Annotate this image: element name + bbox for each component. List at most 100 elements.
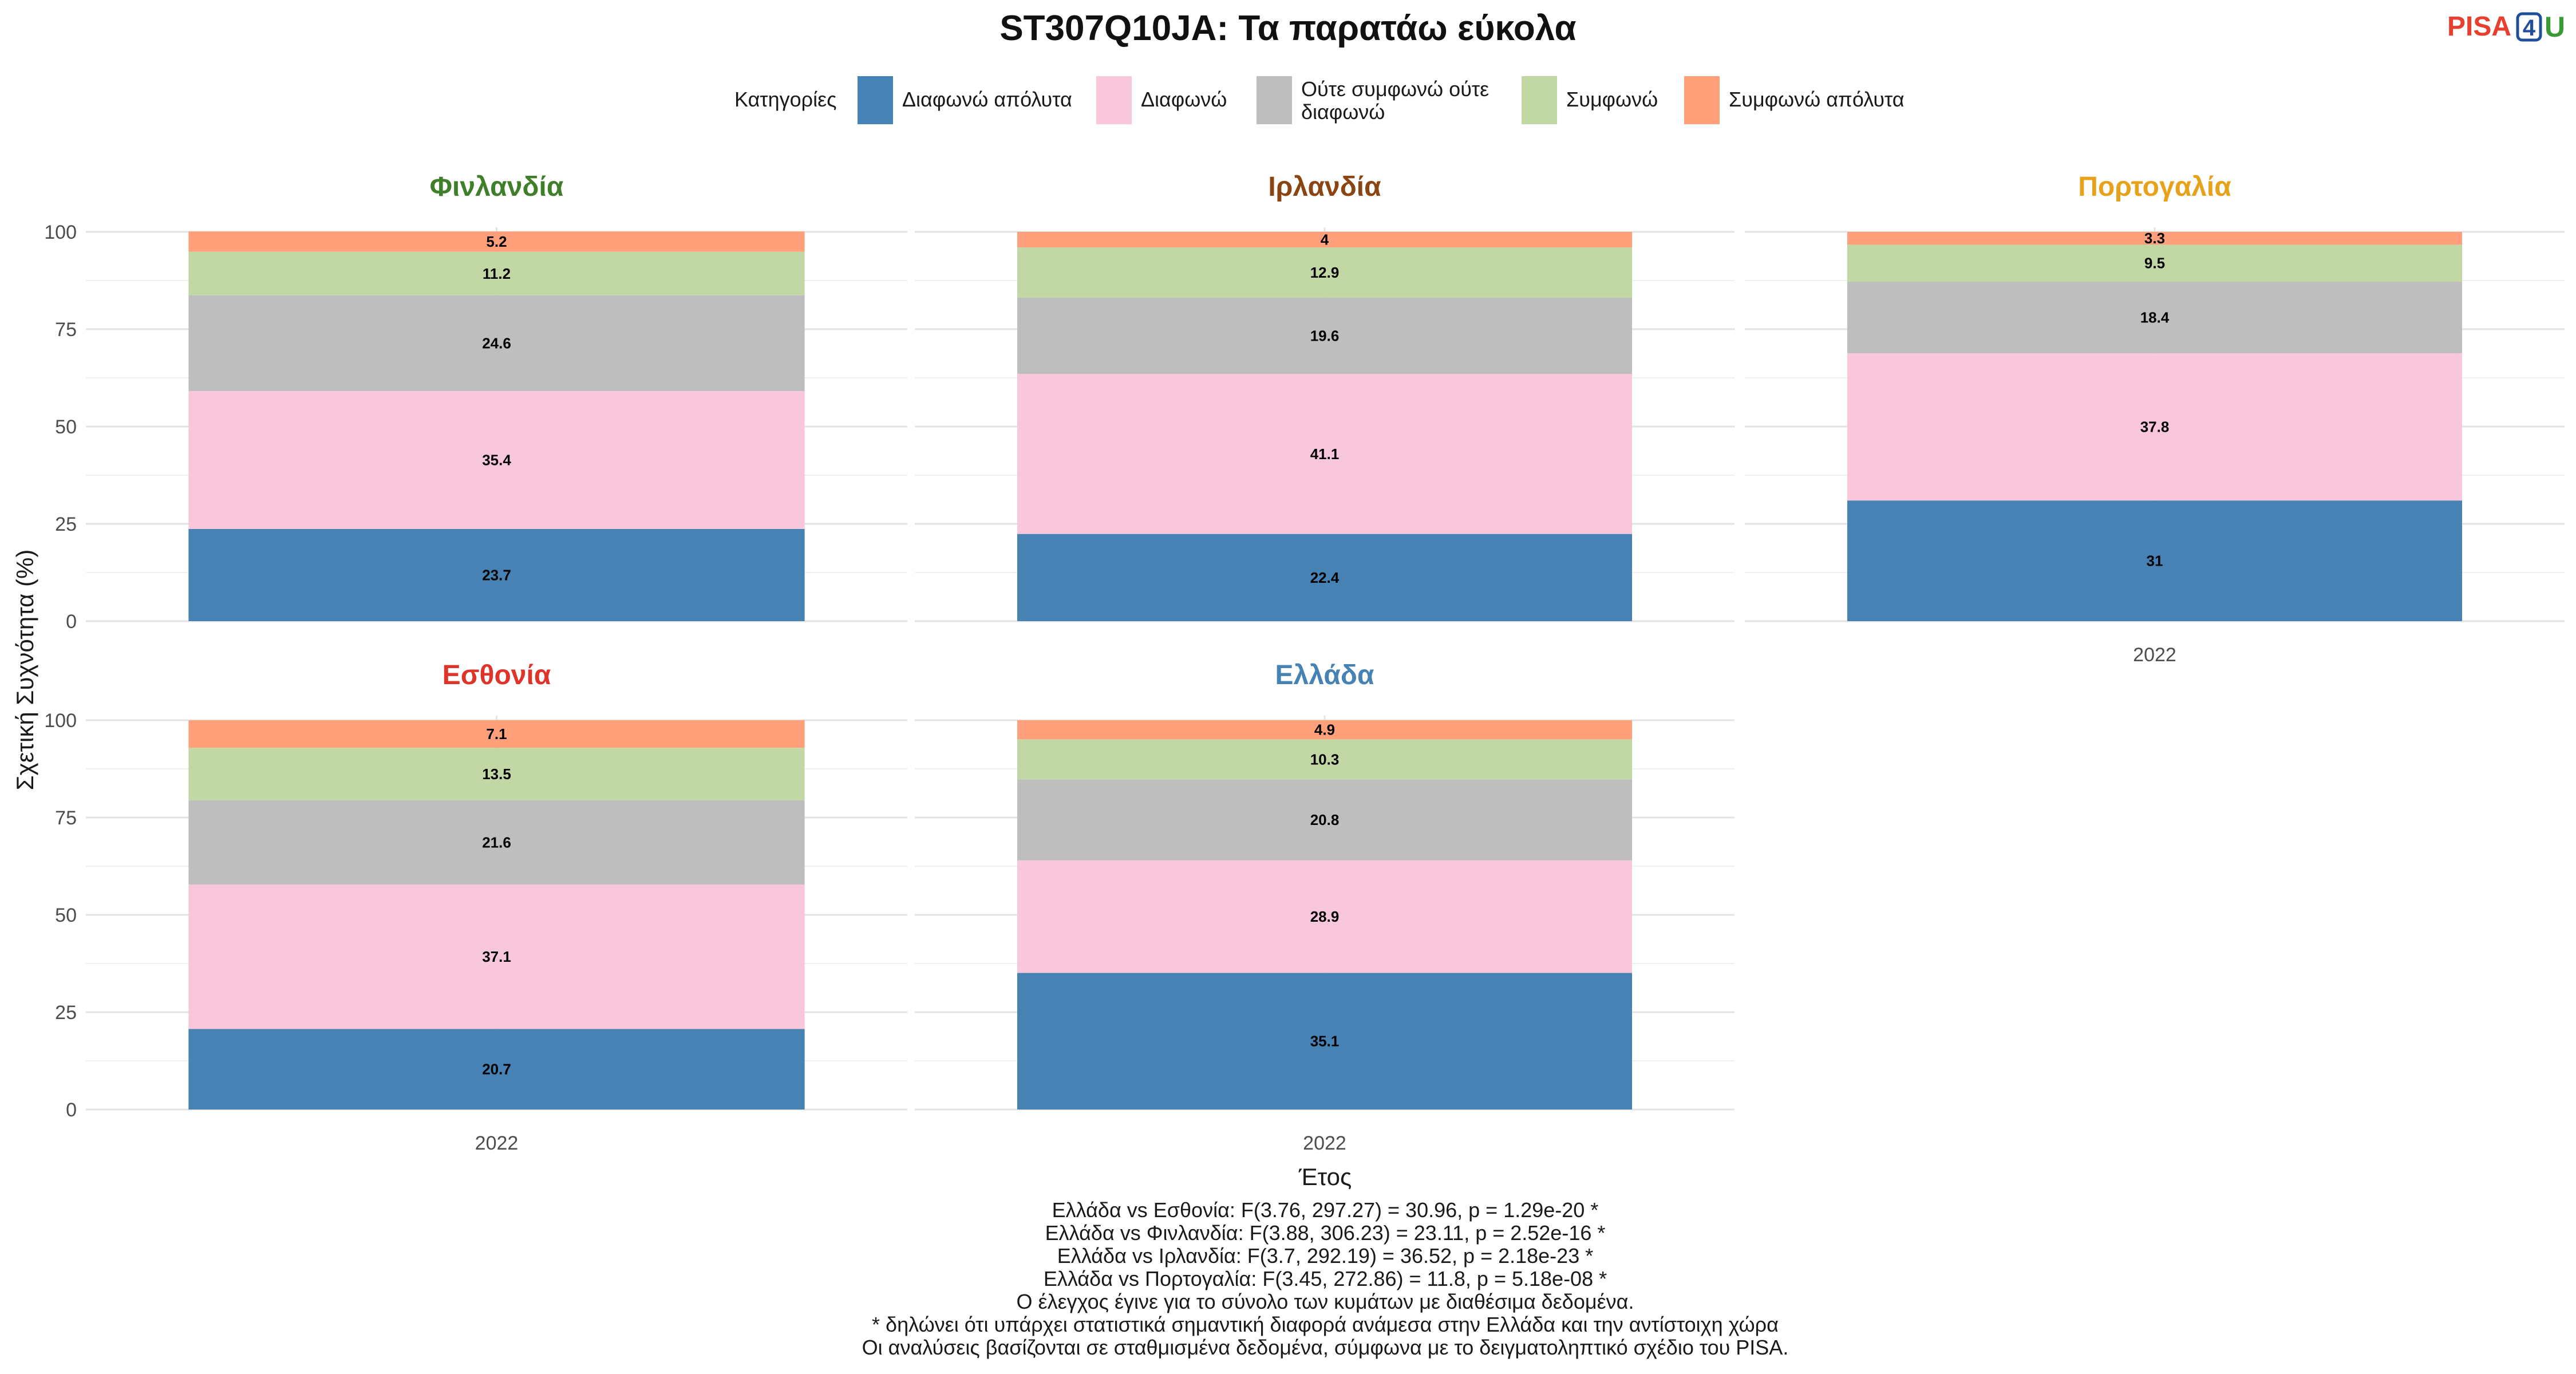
bar-value-label: 41.1 [1310, 445, 1340, 463]
note-line-7: Οι αναλύσεις βασίζονται σε σταθμισμένα δ… [862, 1336, 1789, 1359]
y-tick-label: 0 [66, 611, 77, 633]
bar-segment-5 [1017, 232, 1632, 248]
bar-value-label: 35.4 [482, 451, 511, 468]
panel-title-4: Εσθονία [442, 660, 551, 690]
logo-text-u: U [2545, 11, 2565, 43]
bar-segment-1 [1847, 500, 2462, 621]
logo-text-pisa: PISA [2447, 11, 2511, 42]
bar-value-label: 3.3 [2144, 230, 2165, 247]
logo-box [2516, 12, 2542, 42]
bar-value-label: 22.4 [1310, 569, 1340, 586]
bar-segment-1 [188, 528, 805, 621]
x-tick-label: 2022 [1303, 1132, 1346, 1154]
panel-title-5: Ελλάδα [1275, 660, 1374, 690]
panel-title-2: Ιρλανδία [1268, 172, 1381, 202]
y-tick-label: 25 [55, 1002, 77, 1024]
x-axis-title: Έτος [1298, 1163, 1352, 1190]
bar-value-label: 28.9 [1310, 908, 1340, 925]
pisa4u-logo: PISA 4 U [2447, 11, 2565, 43]
panel-2: Ιρλανδία 22.4 41.1 19.6 12.9 4 [915, 172, 1735, 622]
note-line-2: Ελλάδα vs Φινλανδία: F(3.88, 306.23) = 2… [1045, 1221, 1606, 1245]
note-line-1: Ελλάδα vs Εσθονία: F(3.76, 297.27) = 30.… [1052, 1198, 1599, 1222]
bar-segment-4 [188, 748, 805, 801]
bar-segment-3 [188, 295, 805, 392]
bar-segment-1 [188, 1029, 805, 1110]
y-axis-title: Σχετική Συχνότητα (%) [11, 550, 38, 791]
bar-segment-2 [188, 391, 805, 529]
bar-segment-2 [188, 884, 805, 1029]
bar-value-label: 12.9 [1310, 264, 1340, 281]
x-tick-label: 2022 [475, 1132, 519, 1154]
y-tick-label: 100 [44, 222, 77, 243]
bar-segment-2 [1847, 353, 2462, 501]
bar-segment-1 [1017, 973, 1632, 1110]
bar-value-label: 20.7 [482, 1061, 511, 1078]
legend-label-3-line2: διαφωνώ [1301, 100, 1385, 124]
legend-swatch-3 [1257, 76, 1292, 124]
bar-value-label: 37.8 [2140, 418, 2170, 436]
legend-title: Κατηγορίες [734, 88, 837, 111]
bar-value-label: 13.5 [482, 765, 511, 783]
bar-value-label: 10.3 [1310, 751, 1340, 768]
note-line-5: Ο έλεγχος έγινε για το σύνολο των κυμάτω… [1017, 1290, 1634, 1313]
legend-label-5: Συμφωνώ απόλυτα [1729, 88, 1905, 111]
note-line-3: Ελλάδα vs Ιρλανδία: F(3.7, 292.19) = 36.… [1057, 1244, 1593, 1268]
bar-segment-3 [1017, 779, 1632, 860]
bar-segment-5 [188, 231, 805, 252]
chart-panels: Φινλανδία 0 25 50 75 100 23.7 35.4 24.6 11.2 5.2 Ιρ… [44, 172, 2565, 1154]
panel-4: Εσθονία 0 25 50 75 100 2022 20.7 37.1 21.6 13.5 7.1 [44, 660, 907, 1154]
bar-segment-2 [1017, 860, 1632, 973]
bar-value-label: 21.6 [482, 834, 511, 851]
bar-value-label: 4 [1321, 231, 1329, 248]
bar-segment-2 [1017, 374, 1632, 534]
note-line-6: * δηλώνει ότι υπάρχει στατιστικά σημαντι… [872, 1313, 1779, 1336]
legend-label-4: Συμφωνώ [1566, 88, 1658, 111]
legend-label-2: Διαφωνώ [1141, 88, 1227, 111]
statistical-notes: Ελλάδα vs Εσθονία: F(3.76, 297.27) = 30.… [862, 1198, 1789, 1359]
panel-title-3: Πορτογαλία [2078, 172, 2231, 202]
x-tick-label: 2022 [2133, 644, 2176, 666]
legend-label-1: Διαφωνώ απόλυτα [902, 88, 1072, 111]
bar-value-label: 24.6 [482, 334, 511, 352]
legend-label-3-line1: Ούτε συμφωνώ ούτε [1301, 77, 1489, 101]
bar-value-label: 4.9 [1314, 721, 1335, 739]
bar-value-label: 37.1 [482, 948, 511, 965]
bar-value-label: 18.4 [2140, 309, 2170, 326]
bar-value-label: 7.1 [486, 725, 507, 743]
note-line-4: Ελλάδα vs Πορτογαλία: F(3.45, 272.86) = … [1044, 1267, 1607, 1290]
bar-value-label: 11.2 [483, 265, 511, 282]
bar-value-label: 5.2 [486, 233, 507, 250]
panel-3: Πορτογαλία 2022 31 37.8 18.4 9.5 3.3 [1745, 172, 2565, 666]
bar-segment-3 [188, 800, 805, 885]
bar-segment-5 [1847, 232, 2462, 245]
bar-value-label: 20.8 [1310, 811, 1340, 828]
legend-swatch-4 [1522, 76, 1557, 124]
y-tick-label: 0 [66, 1099, 77, 1121]
bar-segment-4 [1017, 739, 1632, 780]
bar-segment-4 [1017, 247, 1632, 298]
bar-value-label: 23.7 [482, 566, 511, 583]
bar-segment-5 [1017, 720, 1632, 740]
bar-value-label: 31 [2147, 552, 2163, 570]
bar-value-label: 19.6 [1310, 327, 1340, 345]
legend-swatch-1 [858, 76, 893, 124]
bar-segment-3 [1847, 282, 2462, 354]
bar-segment-4 [1847, 244, 2462, 282]
logo-text-4: 4 [2523, 15, 2536, 41]
y-tick-label: 100 [44, 710, 77, 732]
y-tick-label: 50 [55, 416, 77, 438]
y-tick-label: 75 [55, 319, 77, 341]
bar-segment-3 [1017, 297, 1632, 374]
legend-swatch-5 [1684, 76, 1720, 124]
y-tick-label: 50 [55, 905, 77, 926]
legend-swatch-2 [1096, 76, 1132, 124]
bar-segment-1 [1017, 534, 1632, 621]
panel-5: Ελλάδα 2022 35.1 28.9 20.8 10.3 4.9 [915, 660, 1735, 1154]
panel-title-1: Φινλανδία [430, 172, 564, 202]
bar-segment-5 [188, 720, 805, 748]
y-tick-label: 25 [55, 514, 77, 535]
y-tick-label: 75 [55, 807, 77, 829]
bar-segment-4 [188, 251, 805, 295]
legend: Κατηγορίες Διαφωνώ απόλυτα Διαφωνώ Ούτε συμ… [734, 76, 1905, 124]
